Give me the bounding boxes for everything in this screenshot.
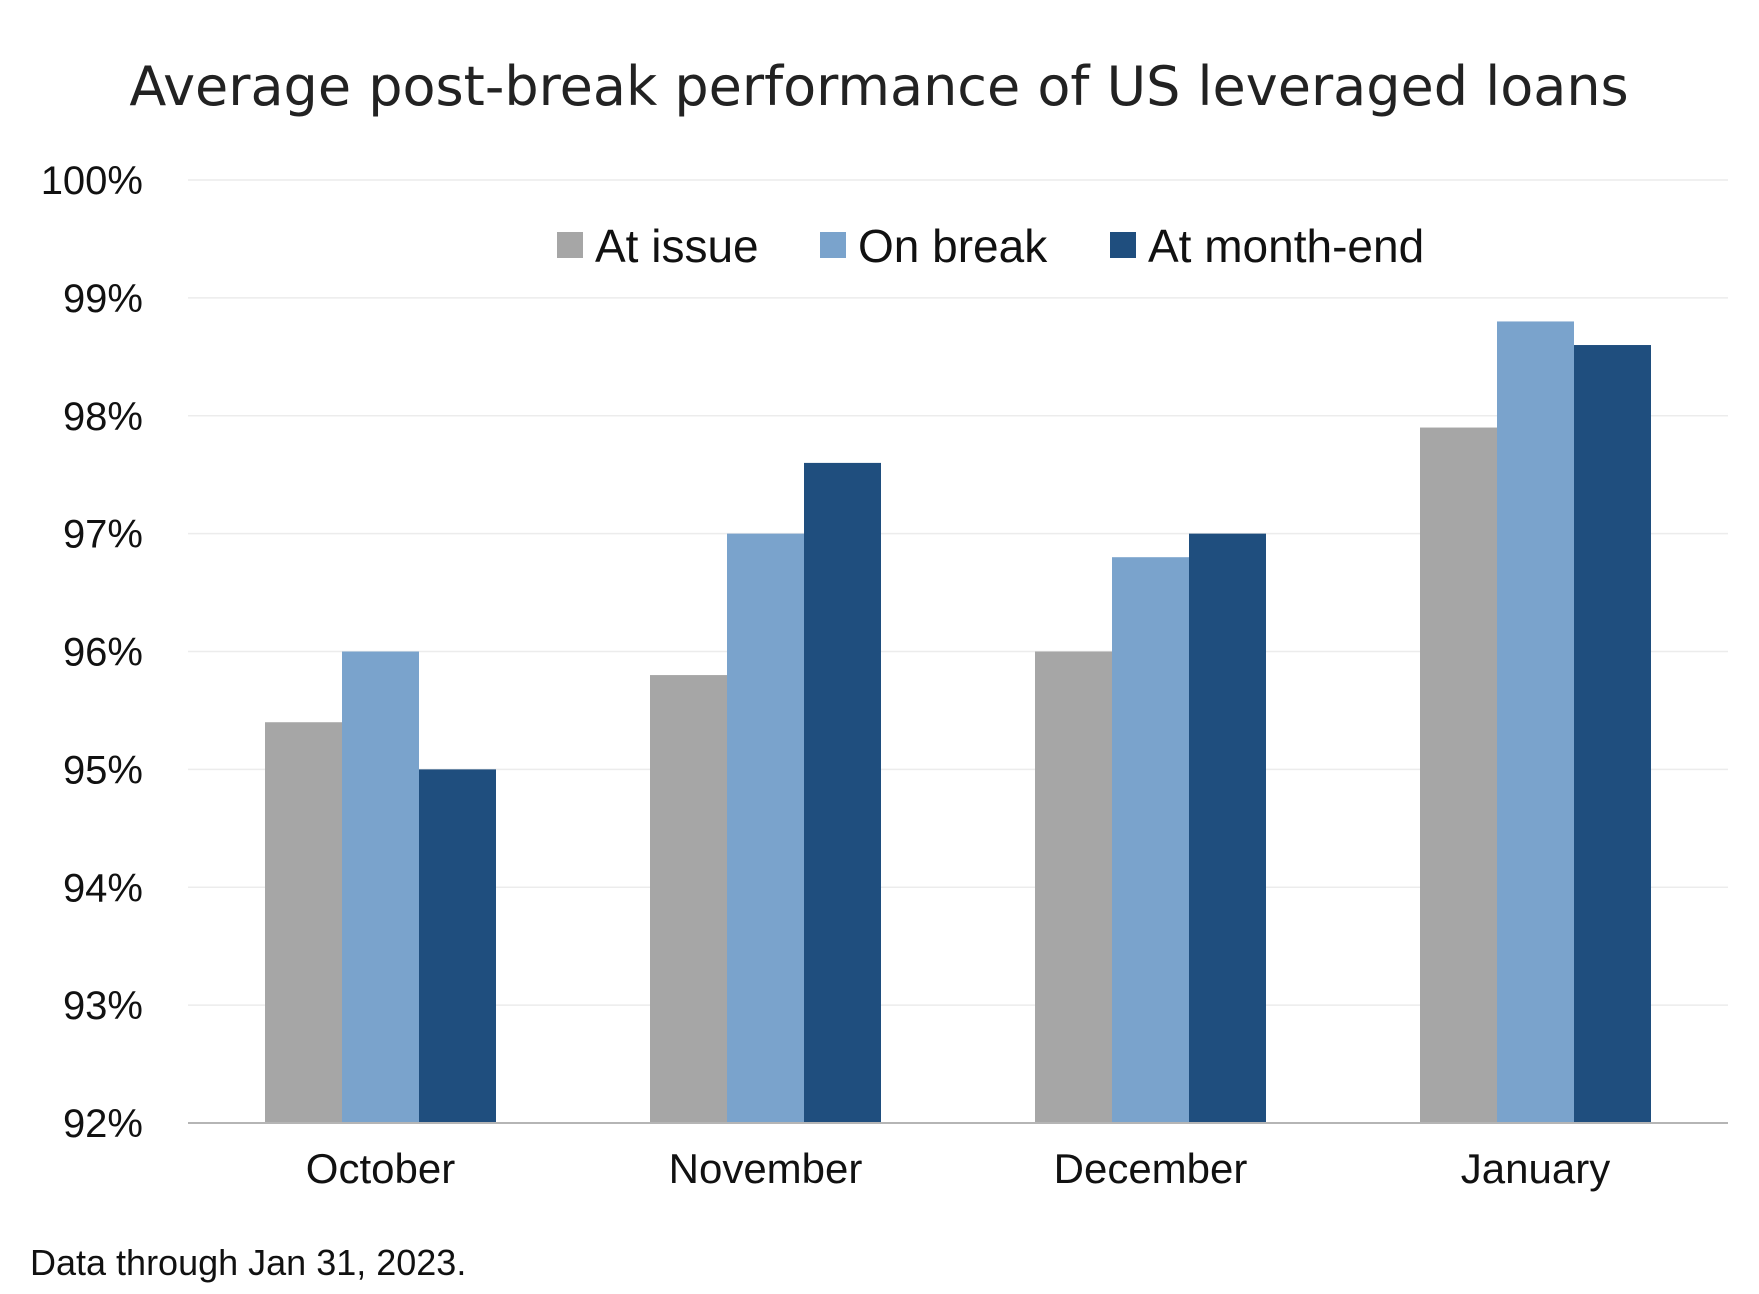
- bar-at-issue-november: [650, 675, 727, 1123]
- bar-on-break-january: [1497, 321, 1574, 1123]
- bar-at-month-end-january: [1574, 345, 1651, 1123]
- bar-at-issue-october: [265, 722, 342, 1123]
- x-category-label: December: [1054, 1145, 1248, 1192]
- x-category-label: November: [669, 1145, 863, 1192]
- bar-on-break-november: [727, 533, 804, 1123]
- footnote: Data through Jan 31, 2023.: [30, 1242, 466, 1283]
- legend-swatch: [1110, 232, 1136, 258]
- legend: At issue On break At month-end: [557, 220, 1424, 272]
- bar-on-break-october: [342, 651, 419, 1123]
- y-tick-label: 99%: [63, 277, 143, 321]
- bar-at-issue-december: [1035, 651, 1112, 1123]
- legend-swatch: [557, 232, 583, 258]
- bar-at-month-end-november: [804, 462, 881, 1123]
- bar-at-issue-january: [1420, 427, 1497, 1124]
- y-tick-label: 95%: [63, 748, 143, 792]
- y-tick-label: 98%: [63, 395, 143, 439]
- y-tick-label: 92%: [63, 1102, 143, 1146]
- y-tick-label: 96%: [63, 631, 143, 675]
- x-category-label: October: [306, 1145, 455, 1192]
- y-tick-label: 100%: [41, 159, 143, 203]
- x-axis-categories: October November December January: [306, 1145, 1610, 1192]
- legend-label: On break: [858, 220, 1048, 272]
- x-category-label: January: [1461, 1145, 1610, 1192]
- bar-at-month-end-december: [1189, 533, 1266, 1123]
- legend-swatch: [820, 232, 846, 258]
- bar-at-month-end-october: [419, 769, 496, 1123]
- legend-label: At month-end: [1148, 220, 1424, 272]
- chart-title: Average post-break performance of US lev…: [129, 55, 1628, 118]
- y-tick-label: 94%: [63, 866, 143, 910]
- bars: [265, 321, 1651, 1124]
- y-tick-label: 97%: [63, 513, 143, 557]
- y-tick-label: 93%: [63, 984, 143, 1028]
- legend-label: At issue: [595, 220, 759, 272]
- bar-on-break-december: [1112, 557, 1189, 1123]
- y-axis-ticks: 92% 93% 94% 95% 96% 97% 98% 99% 100%: [41, 159, 143, 1146]
